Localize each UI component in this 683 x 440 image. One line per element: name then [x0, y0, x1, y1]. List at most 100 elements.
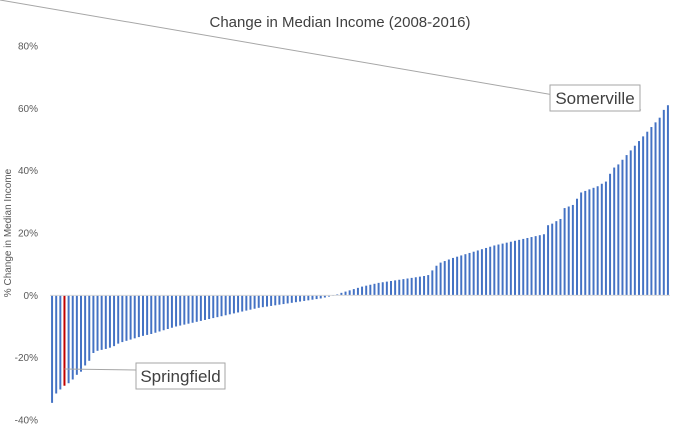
bar: [580, 192, 583, 296]
bar: [278, 295, 281, 305]
bar: [522, 238, 525, 296]
callouts: Somerville Springfield: [0, 0, 642, 390]
y-axis-title-group: % Change in Median Income: [3, 168, 14, 297]
bar: [71, 295, 74, 380]
bar: [257, 295, 260, 308]
chart-title: Change in Median Income (2008-2016): [210, 14, 471, 31]
bar: [191, 295, 194, 323]
bar: [489, 246, 492, 296]
bar: [423, 276, 426, 296]
bar: [121, 295, 124, 343]
y-tick-label: 80%: [18, 42, 38, 53]
bar: [464, 254, 467, 296]
bar: [646, 131, 649, 296]
bar: [187, 295, 190, 324]
bar: [480, 249, 483, 296]
bar: [270, 295, 273, 306]
bar: [104, 295, 107, 349]
bar: [166, 295, 169, 329]
callout-leader-line: [64, 368, 137, 371]
bar: [633, 145, 636, 296]
bar: [642, 136, 645, 296]
bar: [286, 295, 289, 304]
bar: [294, 295, 297, 303]
callout-box: [135, 362, 226, 390]
bar: [232, 295, 235, 314]
bar-series: [51, 105, 669, 403]
bar: [113, 295, 116, 347]
callout-label: Somerville: [555, 89, 634, 108]
bar: [456, 256, 459, 296]
bar: [571, 204, 574, 296]
bar: [303, 295, 306, 301]
bar: [555, 221, 558, 296]
bar: [542, 234, 545, 296]
bar: [129, 295, 132, 340]
bar: [414, 277, 417, 296]
bar: [625, 155, 628, 296]
bar: [150, 295, 153, 334]
y-tick-label: 0%: [24, 291, 39, 302]
bar: [162, 295, 165, 331]
bar: [315, 295, 318, 300]
bar: [199, 295, 202, 321]
bar: [476, 250, 479, 296]
bar: [183, 295, 186, 325]
bar: [505, 242, 508, 296]
bar: [373, 283, 376, 296]
bar: [307, 295, 310, 301]
bar: [175, 295, 178, 327]
bar: [344, 291, 347, 296]
bar: [514, 240, 516, 296]
y-tick-label: 20%: [18, 229, 38, 240]
bar: [418, 276, 421, 296]
callout-box: [549, 84, 641, 112]
bar: [146, 295, 149, 335]
bar: [394, 280, 397, 296]
bar: [170, 295, 173, 328]
bar: [600, 183, 603, 296]
bar: [133, 295, 136, 339]
bar: [410, 277, 413, 296]
bar: [220, 295, 223, 317]
bar: [228, 295, 231, 315]
bar: [319, 295, 322, 299]
bar: [208, 295, 211, 320]
bar: [88, 295, 91, 361]
bar: [526, 237, 529, 296]
bar: [563, 208, 566, 296]
bar: [662, 109, 665, 296]
bar: [547, 225, 550, 296]
bar: [84, 295, 87, 366]
bar: [311, 295, 314, 300]
bar: [356, 287, 359, 296]
bar: [588, 189, 591, 296]
bar: [51, 295, 54, 403]
bar: [224, 295, 227, 316]
bar: [348, 290, 351, 296]
bar: [638, 141, 640, 296]
bar: [443, 261, 446, 296]
bar: [261, 295, 264, 308]
bar: [431, 270, 434, 296]
bar: [402, 279, 405, 296]
y-tick-label: -20%: [15, 353, 38, 364]
bar: [154, 295, 157, 333]
y-axis-ticks: 80% 60% 40% 20% 0% -20% -40%: [15, 42, 38, 427]
bar: [369, 284, 372, 296]
bar: [538, 235, 541, 296]
bar: [328, 295, 330, 297]
bar: [576, 198, 578, 296]
bar: [67, 295, 70, 384]
bar: [447, 259, 450, 296]
bar: [439, 262, 442, 296]
bar: [245, 295, 248, 311]
y-tick-label: 60%: [18, 104, 38, 115]
bar: [365, 285, 368, 296]
bar: [406, 278, 409, 296]
bar: [398, 279, 401, 296]
bar: [666, 105, 669, 296]
bar: [530, 237, 533, 296]
bar: [427, 275, 430, 296]
